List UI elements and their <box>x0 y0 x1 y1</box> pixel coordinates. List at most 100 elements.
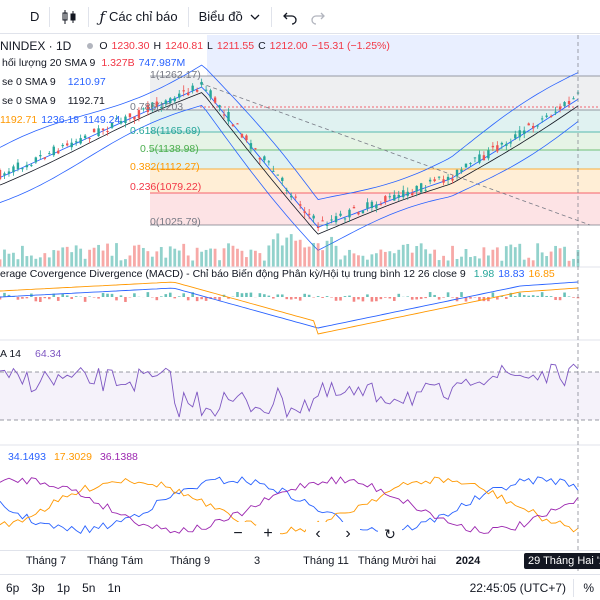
volume-bar <box>289 234 293 267</box>
candle-body <box>101 128 105 131</box>
volume-bar <box>61 247 65 267</box>
undo-button[interactable] <box>276 0 304 34</box>
macd-histogram-bar <box>361 297 365 302</box>
toolbar-divider <box>187 6 189 27</box>
volume-bar <box>231 245 235 267</box>
range-1y-button[interactable]: 1n <box>107 580 121 595</box>
volume-bar <box>321 250 325 267</box>
volume-bar <box>56 250 60 267</box>
volume-bar <box>74 245 78 267</box>
volume-bar <box>316 243 320 267</box>
chart-navigation: − + ‹ › ↻ <box>226 522 402 546</box>
volume-bar <box>482 247 486 267</box>
zoom-out-button[interactable]: − <box>226 522 250 546</box>
zoom-in-button[interactable]: + <box>256 522 280 546</box>
volume-bar <box>191 260 195 267</box>
volume-bar <box>366 259 369 267</box>
indicators-button[interactable]: ƒ Các chỉ báo <box>93 0 183 34</box>
scroll-right-button[interactable]: › <box>336 522 360 546</box>
volume-bar <box>428 253 432 267</box>
candle-body <box>218 105 221 108</box>
volume-value-1: 1.327B <box>101 57 135 69</box>
macd-histogram-bar <box>3 292 6 297</box>
volume-bar <box>146 251 150 267</box>
candle-body <box>316 227 320 229</box>
time-axis[interactable]: 2024 Tháng Mười hai Tháng 11 3 Tháng 9 Tháng … <box>0 550 600 572</box>
candle-body <box>348 209 351 218</box>
macd-histogram-bar <box>146 292 150 297</box>
candle-body <box>299 204 302 206</box>
time-tick-label: Tháng Tám <box>86 555 144 567</box>
macd-histogram-bar <box>500 295 504 297</box>
macd-histogram-bar <box>509 292 513 297</box>
macd-histogram-bar <box>65 295 69 297</box>
volume-bar <box>522 259 526 267</box>
volume-bar <box>540 252 544 267</box>
volume-bar <box>527 257 531 267</box>
macd-histogram-bar <box>518 292 522 297</box>
macd-histogram-bar <box>7 294 11 297</box>
macd-histogram-bar <box>325 296 329 297</box>
volume-bar <box>513 247 517 267</box>
volume-bar <box>128 255 132 267</box>
macd-histogram-bar <box>307 294 311 297</box>
macd-histogram-bar <box>289 297 293 300</box>
candle-body <box>294 196 297 198</box>
volume-bar <box>307 246 311 267</box>
macd-histogram-bar <box>406 296 410 297</box>
reset-chart-button[interactable]: ↻ <box>378 522 402 546</box>
candle-body <box>160 106 163 108</box>
signal-line <box>0 281 579 335</box>
interval-button[interactable] <box>0 0 30 34</box>
candle-body <box>549 115 553 117</box>
percent-toggle[interactable]: % <box>583 581 594 595</box>
candle-body <box>464 163 468 168</box>
candle-body <box>455 169 459 177</box>
range-6m-button[interactable]: 6p <box>6 580 20 595</box>
range-1m-button[interactable]: 1p <box>56 580 71 595</box>
macd-histogram-bar <box>316 296 320 297</box>
macd-histogram-bar <box>513 296 517 297</box>
scroll-left-button[interactable]: ‹ <box>306 522 330 546</box>
rsi-legend: A 14 64.34 <box>0 348 61 360</box>
macd-histogram-bar <box>554 297 557 301</box>
volume-bar <box>240 250 244 267</box>
interval-label[interactable]: D <box>30 9 40 24</box>
fib-label-0236: 0.236(1079.22) <box>130 181 202 193</box>
range-5y-button[interactable]: 5n <box>82 580 96 595</box>
volume-bar <box>159 247 163 267</box>
macd-histogram-bar <box>487 297 490 302</box>
macd-histogram-bar <box>549 296 553 297</box>
macd-histogram-bar <box>531 295 535 297</box>
trend-line <box>199 82 591 226</box>
range-3m-button[interactable]: 3p <box>31 580 45 595</box>
candles-style-button[interactable] <box>54 0 84 34</box>
chart-type-button[interactable]: Biểu đồ <box>193 0 267 34</box>
candle-body <box>222 114 226 116</box>
candle-body <box>523 130 526 134</box>
macd-histogram-bar <box>375 297 378 302</box>
macd-histogram-bar <box>464 297 468 302</box>
candle-body <box>39 155 42 157</box>
redo-button[interactable] <box>304 0 332 34</box>
volume-bar <box>464 249 468 267</box>
macd-histogram-bar <box>83 297 87 302</box>
candle-body <box>173 97 176 102</box>
fib-band <box>150 110 600 132</box>
macd-histogram-bar <box>34 297 38 302</box>
candle-body <box>169 98 172 104</box>
volume-bar <box>285 237 289 267</box>
volume-bar <box>495 247 499 267</box>
chart-area[interactable]: NINDEX · 1D O 1230.30 H 1240.81 L 1211.5… <box>0 35 600 573</box>
chevron-down-icon <box>250 14 260 20</box>
candle-body <box>411 193 414 196</box>
macd-histogram-bar <box>110 293 114 297</box>
macd-histogram-bar <box>540 292 544 297</box>
macd-histogram-bar <box>0 297 2 300</box>
macd-histogram-bar <box>298 297 302 301</box>
chart-canvas[interactable] <box>0 35 600 573</box>
candle-body <box>361 210 365 214</box>
candle-body <box>424 189 427 191</box>
volume-bar <box>168 246 172 267</box>
macd-histogram-bar <box>415 297 418 300</box>
